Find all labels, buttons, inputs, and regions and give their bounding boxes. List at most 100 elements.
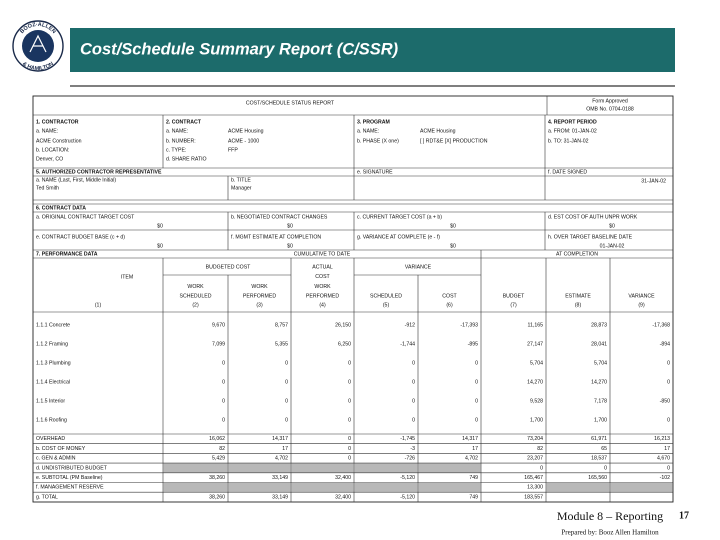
cell-value: 17 — [664, 446, 670, 452]
logo-bottom: & HAMILTON — [21, 61, 55, 72]
group-heading: VARIANCE — [405, 264, 432, 270]
cell-value: 165,467 — [524, 475, 543, 481]
shaded-cell — [546, 482, 610, 492]
shaded-cell — [291, 482, 354, 492]
cell-value: 0 — [475, 379, 478, 385]
field-value: $0 — [287, 243, 293, 249]
column-number: (6) — [446, 302, 453, 308]
shaded-cell — [228, 482, 291, 492]
column-heading: WORK — [314, 284, 331, 290]
footer-module: Module 8 – Reporting — [557, 509, 663, 523]
title-bar — [70, 28, 675, 72]
form-text: c. TYPE: — [166, 147, 186, 153]
section-heading: 3. PROGRAM — [357, 119, 390, 125]
form-text: ACME - 1000 — [228, 138, 259, 144]
cell-value: 32,400 — [335, 494, 351, 500]
form-text: a. NAME (Last, First, Middle Initial) — [36, 177, 116, 183]
column-number: (1) — [95, 302, 102, 308]
cell-value: 4,670 — [657, 456, 670, 462]
shaded-cell — [228, 463, 291, 473]
form-text: ACME Housing — [228, 128, 264, 134]
form-text: a. NAME: — [36, 128, 58, 134]
form-text: d. SHARE RATIO — [166, 156, 207, 162]
cell-value: 0 — [222, 379, 225, 385]
cell-value: -894 — [660, 341, 670, 347]
cell-value: 0 — [667, 360, 670, 366]
cell-value: 0 — [285, 417, 288, 423]
cell-value: 14,270 — [591, 379, 607, 385]
cell-value: 0 — [667, 465, 670, 471]
cell-value: -5,120 — [400, 494, 415, 500]
shaded-cell — [163, 463, 228, 473]
column-heading: SCHEDULED — [370, 293, 402, 299]
cell-value: 13,300 — [527, 485, 543, 491]
cell-value: -3 — [410, 446, 415, 452]
cell-value: 73,204 — [527, 436, 543, 442]
cell-value: -5,120 — [400, 475, 415, 481]
shaded-cell — [418, 482, 481, 492]
cell-value: 0 — [475, 398, 478, 404]
cell-value: 165,560 — [588, 475, 607, 481]
shaded-cell — [354, 482, 418, 492]
column-heading: SCHEDULED — [180, 293, 212, 299]
shaded-cell — [354, 463, 418, 473]
cell-value: 0 — [475, 417, 478, 423]
cell-value: 5,429 — [212, 456, 225, 462]
group-heading: AT COMPLETION — [556, 251, 598, 257]
cell-value: 16,062 — [209, 436, 225, 442]
cell-value: 0 — [222, 398, 225, 404]
slide-title: Cost/Schedule Summary Report (C/SSR) — [80, 40, 399, 58]
group-heading: CUMULATIVE TO DATE — [294, 251, 351, 257]
cell-value: 0 — [667, 417, 670, 423]
cell-value: 82 — [537, 446, 543, 452]
form-frame — [32, 95, 674, 503]
cell-value: 14,270 — [527, 379, 543, 385]
cell-value: 28,873 — [591, 322, 607, 328]
form-text: b. NUMBER: — [166, 138, 196, 144]
cell-value: 0 — [540, 465, 543, 471]
form-text: [ ] RDT&E [X] PRODUCTION — [420, 138, 488, 144]
column-heading: ESTIMATE — [565, 293, 591, 299]
column-heading: VARIANCE — [628, 293, 655, 299]
field-label: h. OVER TARGET BASELINE DATE — [548, 234, 633, 240]
row-label: e. SUBTOTAL (PM Baseline) — [36, 475, 103, 481]
field-label: g. VARIANCE AT COMPLETE (e - f) — [357, 234, 440, 240]
field-value: $0 — [609, 223, 615, 229]
cell-value: 27,147 — [527, 341, 543, 347]
cell-value: 11,165 — [528, 322, 544, 328]
field-value: $0 — [450, 223, 456, 229]
cell-value: 6,250 — [338, 341, 351, 347]
section-heading: 1. CONTRACTOR — [36, 119, 79, 125]
row-label: 1.1.3 Plumbing — [36, 360, 71, 366]
column-number: (7) — [510, 302, 517, 308]
cell-value: 38,260 — [209, 475, 225, 481]
field-value: 01-JAN-02 — [600, 243, 625, 249]
section-heading: 2. CONTRACT — [166, 119, 202, 125]
field-label: e. CONTRACT BUDGET BASE (c + d) — [36, 234, 125, 240]
cell-value: 0 — [348, 398, 351, 404]
form-text: f. DATE SIGNED — [548, 169, 587, 175]
row-label: 1.1.1 Concrete — [36, 322, 70, 328]
form-text: ACME Construction — [36, 138, 82, 144]
column-number: (9) — [638, 302, 645, 308]
field-label: c. CURRENT TARGET COST (a + b) — [357, 214, 442, 220]
cell-value: 1,700 — [594, 417, 607, 423]
cell-value: -1,744 — [400, 341, 415, 347]
shaded-cell — [610, 482, 673, 492]
row-label: 1.1.5 Interior — [36, 398, 65, 404]
form-text: b. TO: 31-JAN-02 — [548, 138, 589, 144]
column-number: (2) — [192, 302, 199, 308]
logo-emblem — [29, 34, 47, 53]
form-text: Manager — [231, 185, 252, 191]
cell-value: 1,700 — [530, 417, 543, 423]
form-text: Denver, CO — [36, 156, 63, 162]
cell-value: 14,317 — [462, 436, 478, 442]
cell-value: 0 — [412, 417, 415, 423]
cell-value: 0 — [412, 379, 415, 385]
cell-value: 14,317 — [272, 436, 288, 442]
column-number: (8) — [575, 302, 582, 308]
cell-value: 23,207 — [527, 456, 543, 462]
cell-value: 33,149 — [272, 475, 288, 481]
form-text: a. FROM: 01-JAN-02 — [548, 128, 597, 134]
